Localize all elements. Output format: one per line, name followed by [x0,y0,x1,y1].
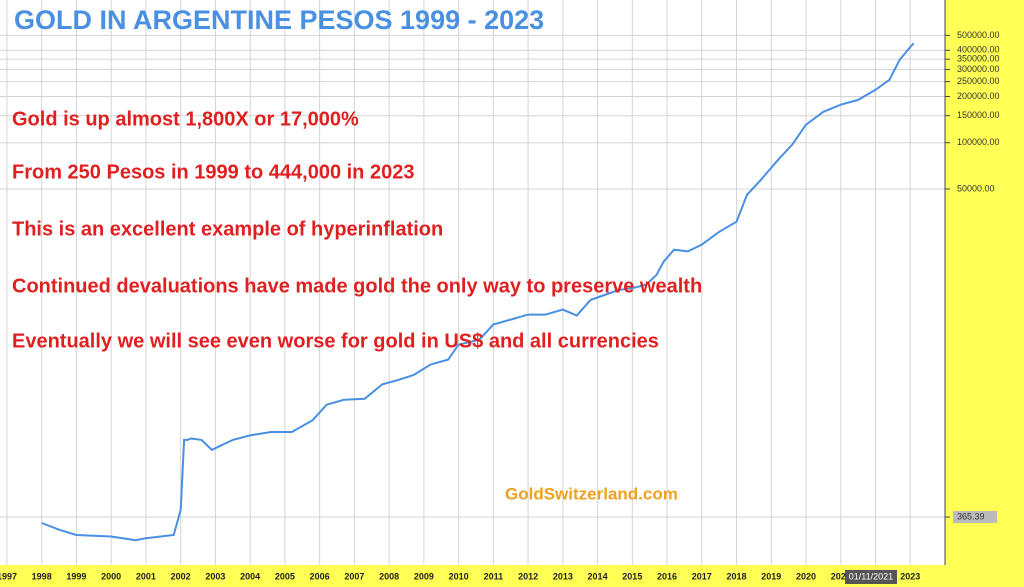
y-tick-label: 200000.00 [957,91,1000,101]
x-tick-label: 2001 [136,571,156,581]
x-tick-label: 2012 [518,571,538,581]
x-tick-label: 2015 [622,571,642,581]
x-tick-label: 2021 [831,571,851,581]
x-tick-label: 2016 [657,571,677,581]
x-tick-label: 1997 [0,571,17,581]
cursor-label-box [845,570,897,584]
annotation: Continued devaluations have made gold th… [12,275,702,297]
price-line [41,42,915,542]
y-tick-label: 400000.00 [957,45,1000,55]
x-tick-label: 1998 [32,571,52,581]
y-tick-label: 150000.00 [957,110,1000,120]
x-tick-label: 2002 [171,571,191,581]
plot [41,42,915,542]
annotation: Gold is up almost 1,800X or 17,000% [12,108,359,130]
x-tick-label: 2000 [101,571,121,581]
chart-title: GOLD IN ARGENTINE PESOS 1999 - 2023 [14,5,544,35]
x-tick-label: 2019 [761,571,781,581]
y-tick-label: 100000.00 [957,137,1000,147]
x-tick-label: 2013 [553,571,573,581]
y-tick-label: 300000.00 [957,64,1000,74]
x-tick-label: 2017 [692,571,712,581]
cursor-label: 01/11/2021 [849,571,893,581]
watermark: GoldSwitzerland.com [505,484,678,503]
annotation: This is an excellent example of hyperinf… [12,218,443,240]
x-axis-band [0,565,1024,587]
y-tick-label: 350000.00 [957,54,1000,64]
x-tick-label: 2011 [484,571,504,581]
y-axis-band [945,0,1024,587]
x-tick-label: 2020 [796,571,816,581]
annotation: From 250 Pesos in 1999 to 444,000 in 202… [12,161,414,183]
x-tick-label: 2008 [379,571,399,581]
x-tick-label: 2007 [344,571,364,581]
y-label-box [953,511,997,524]
x-tick-label: 2010 [449,571,469,581]
x-tick-label: 2006 [310,571,330,581]
x-tick-label: 2003 [205,571,225,581]
annotation: Eventually we will see even worse for go… [12,330,659,352]
y-tick-label: 500000.00 [957,30,1000,40]
y-tick-label: 250000.00 [957,76,1000,86]
x-tick-label: 2018 [727,571,747,581]
x-tick-label: 2004 [240,571,260,581]
x-tick-label: 1999 [66,571,86,581]
x-tick-label: 2014 [588,571,608,581]
x-tick-label: 2005 [275,571,295,581]
x-tick-label: 2009 [414,571,434,581]
grid [0,0,945,565]
x-tick-label: 2023 [900,571,920,581]
y-tick-label: 365.39 [957,511,985,521]
y-tick-label: 50000.00 [957,183,995,193]
